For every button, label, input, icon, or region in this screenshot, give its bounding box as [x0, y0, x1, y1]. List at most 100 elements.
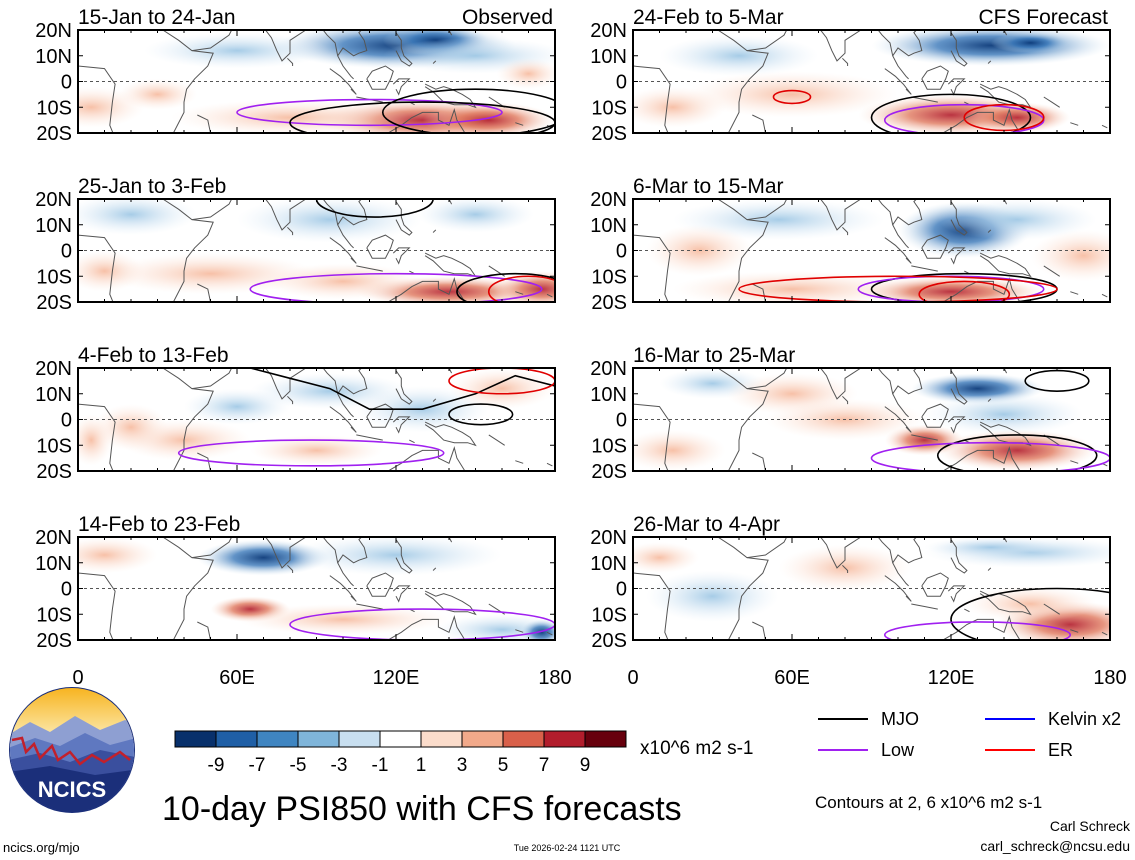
coastline: [191, 30, 233, 52]
y-tick-label: 20N: [35, 189, 72, 211]
coastline: [264, 199, 354, 249]
coastline: [337, 30, 368, 57]
coastline: [1070, 122, 1079, 126]
coastline: [392, 247, 411, 265]
panel-source-label: Observed: [462, 6, 553, 29]
y-tick-label: 20N: [590, 527, 627, 549]
coastline: [329, 237, 357, 264]
coastline: [546, 462, 553, 467]
coastline: [752, 114, 766, 133]
coastline: [979, 252, 1032, 278]
er-contour: [918, 280, 1011, 302]
coastline: [921, 65, 949, 90]
coastline: [264, 537, 354, 587]
x-tick-label: 120E: [373, 667, 420, 689]
coastline: [842, 226, 849, 236]
y-tick-label: 0: [616, 410, 627, 432]
y-tick-label: 10N: [590, 215, 627, 237]
author: Carl Schreck: [1050, 818, 1131, 834]
coastline: [979, 83, 1032, 109]
legend-label: ER: [1048, 740, 1073, 760]
colorbar-swatch: [338, 730, 381, 748]
y-tick-label: 20S: [36, 292, 72, 314]
panel-field: [633, 30, 1110, 133]
legend-label: Low: [881, 740, 915, 760]
coastline: [329, 575, 357, 602]
author-email: carl_schreck@ncsu.edu: [980, 838, 1130, 854]
coastline: [409, 439, 415, 444]
map-panel: 20N 10N 0 10S 20S 4-Feb to 13-Feb: [35, 344, 556, 483]
colorbar-tick-label: 5: [498, 755, 509, 776]
coastline: [392, 416, 411, 434]
y-tick-label: 20N: [590, 358, 627, 380]
map-panel: 20N 10N 0 10S 20S 26-Mar to 4-Apr: [590, 513, 1111, 652]
coastline: [633, 65, 671, 133]
coastline: [395, 539, 413, 574]
coastline: [392, 78, 411, 96]
positive-anomaly: [964, 585, 1097, 622]
panel-field: [78, 368, 555, 471]
coastline: [819, 30, 909, 80]
coastline: [717, 30, 769, 133]
coastline: [337, 199, 368, 226]
coastline: [911, 434, 938, 441]
site-url[interactable]: ncics.org/mjo: [3, 840, 80, 855]
colorbar-swatch: [256, 730, 299, 748]
colorbar-tick-label: -9: [208, 755, 225, 776]
coastline: [979, 421, 1032, 447]
coastline: [884, 575, 912, 602]
coastline: [1101, 631, 1108, 636]
map-panel: 20N 10N 0 10S 20S 6-Mar to 15-Mar: [590, 175, 1111, 314]
negative-anomaly: [990, 32, 1071, 54]
coastline: [752, 621, 766, 640]
legend-label: Kelvin x2: [1048, 709, 1121, 729]
negative-anomaly: [937, 199, 1097, 241]
coastline: [911, 265, 938, 272]
positive-anomaly: [496, 58, 555, 90]
coastline: [717, 199, 769, 302]
coastline: [329, 406, 357, 433]
coastline: [921, 234, 949, 259]
panel-field: [633, 368, 1110, 471]
negative-anomaly: [237, 199, 423, 243]
coastline: [366, 572, 394, 597]
y-tick-label: 10N: [35, 215, 72, 237]
low-contour: [236, 98, 503, 127]
coastline: [752, 283, 766, 302]
colorbar-swatch: [502, 730, 545, 748]
coastline: [1043, 265, 1060, 277]
y-tick-label: 0: [616, 579, 627, 601]
legend-label: MJO: [881, 709, 919, 729]
coastline: [942, 615, 1021, 640]
positive-anomaly: [78, 537, 158, 574]
coastline: [395, 201, 413, 236]
negative-anomaly: [290, 537, 502, 576]
coastline: [892, 537, 923, 564]
coastline: [950, 201, 968, 236]
coastline: [366, 234, 394, 259]
coastline: [387, 446, 466, 471]
panel-field: [633, 537, 1110, 640]
low-contour: [177, 439, 445, 467]
contour-legend: MJO Kelvin x2 Low ER: [818, 709, 1121, 760]
coastline: [197, 621, 211, 640]
coastline: [947, 416, 966, 434]
y-tick-label: 20S: [36, 461, 72, 483]
coastline: [356, 434, 383, 441]
coastline: [287, 395, 294, 405]
panel-source-label: CFS Forecast: [978, 6, 1108, 29]
map-panel: 20N 10N 0 10S 20S 16-Mar to 25-Mar: [590, 344, 1111, 483]
panel-date: 14-Feb to 23-Feb: [78, 513, 240, 536]
coastline: [1043, 603, 1060, 615]
y-tick-label: 10S: [591, 97, 627, 119]
coastline: [921, 572, 949, 597]
coastline: [633, 234, 671, 302]
positive-anomaly: [937, 429, 1097, 471]
coastline: [892, 368, 923, 395]
coastline: [264, 30, 354, 80]
mjo-contour: [456, 272, 555, 302]
panel-date: 6-Mar to 15-Mar: [633, 175, 784, 198]
coastline: [819, 199, 909, 249]
low-contour: [249, 272, 543, 302]
coastline: [942, 108, 1021, 133]
